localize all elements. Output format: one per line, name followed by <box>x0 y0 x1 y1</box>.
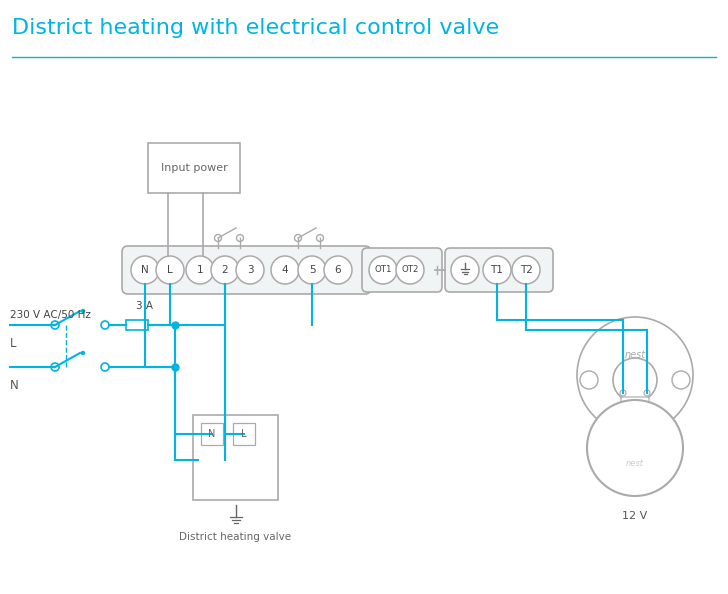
FancyBboxPatch shape <box>445 248 553 292</box>
Circle shape <box>82 352 84 355</box>
Circle shape <box>396 256 424 284</box>
Circle shape <box>483 256 511 284</box>
Text: L: L <box>10 337 17 350</box>
Text: 4: 4 <box>282 265 288 275</box>
FancyBboxPatch shape <box>122 246 371 294</box>
Text: 1: 1 <box>197 265 203 275</box>
Text: 2: 2 <box>222 265 229 275</box>
Circle shape <box>672 371 690 389</box>
Text: 5: 5 <box>309 265 315 275</box>
Circle shape <box>613 358 657 402</box>
FancyBboxPatch shape <box>621 397 649 413</box>
Text: 3: 3 <box>247 265 253 275</box>
FancyBboxPatch shape <box>126 320 148 330</box>
Circle shape <box>236 256 264 284</box>
Circle shape <box>51 363 59 371</box>
Text: N: N <box>10 379 19 392</box>
FancyBboxPatch shape <box>193 415 278 500</box>
Circle shape <box>131 256 159 284</box>
Text: 6: 6 <box>335 265 341 275</box>
Text: 3 A: 3 A <box>137 301 154 311</box>
Circle shape <box>317 235 323 242</box>
Circle shape <box>620 390 626 396</box>
Text: District heating valve: District heating valve <box>179 532 291 542</box>
Circle shape <box>451 256 479 284</box>
Circle shape <box>237 235 243 242</box>
Text: N: N <box>141 265 149 275</box>
Text: N: N <box>208 429 215 439</box>
Circle shape <box>101 321 109 329</box>
Circle shape <box>577 317 693 433</box>
Text: 230 V AC/50 Hz: 230 V AC/50 Hz <box>10 310 91 320</box>
FancyBboxPatch shape <box>233 423 255 445</box>
Text: T1: T1 <box>491 265 504 275</box>
Text: nest: nest <box>626 459 644 467</box>
FancyBboxPatch shape <box>362 248 442 292</box>
Circle shape <box>211 256 239 284</box>
Text: T2: T2 <box>520 265 532 275</box>
Circle shape <box>369 256 397 284</box>
Circle shape <box>51 321 59 329</box>
Text: L: L <box>167 265 173 275</box>
Text: L: L <box>241 429 247 439</box>
Circle shape <box>512 256 540 284</box>
Circle shape <box>186 256 214 284</box>
Circle shape <box>587 400 683 496</box>
Text: nest: nest <box>625 350 646 360</box>
Circle shape <box>101 363 109 371</box>
Circle shape <box>644 390 650 396</box>
Circle shape <box>580 371 598 389</box>
Circle shape <box>271 256 299 284</box>
Text: 12 V: 12 V <box>622 511 648 521</box>
Text: District heating with electrical control valve: District heating with electrical control… <box>12 18 499 38</box>
Text: OT2: OT2 <box>401 266 419 274</box>
Circle shape <box>215 235 221 242</box>
Text: Input power: Input power <box>161 163 227 173</box>
Circle shape <box>82 309 84 312</box>
FancyBboxPatch shape <box>148 143 240 193</box>
Circle shape <box>324 256 352 284</box>
FancyBboxPatch shape <box>201 423 223 445</box>
Circle shape <box>295 235 301 242</box>
Text: OT1: OT1 <box>374 266 392 274</box>
Circle shape <box>156 256 184 284</box>
Circle shape <box>298 256 326 284</box>
